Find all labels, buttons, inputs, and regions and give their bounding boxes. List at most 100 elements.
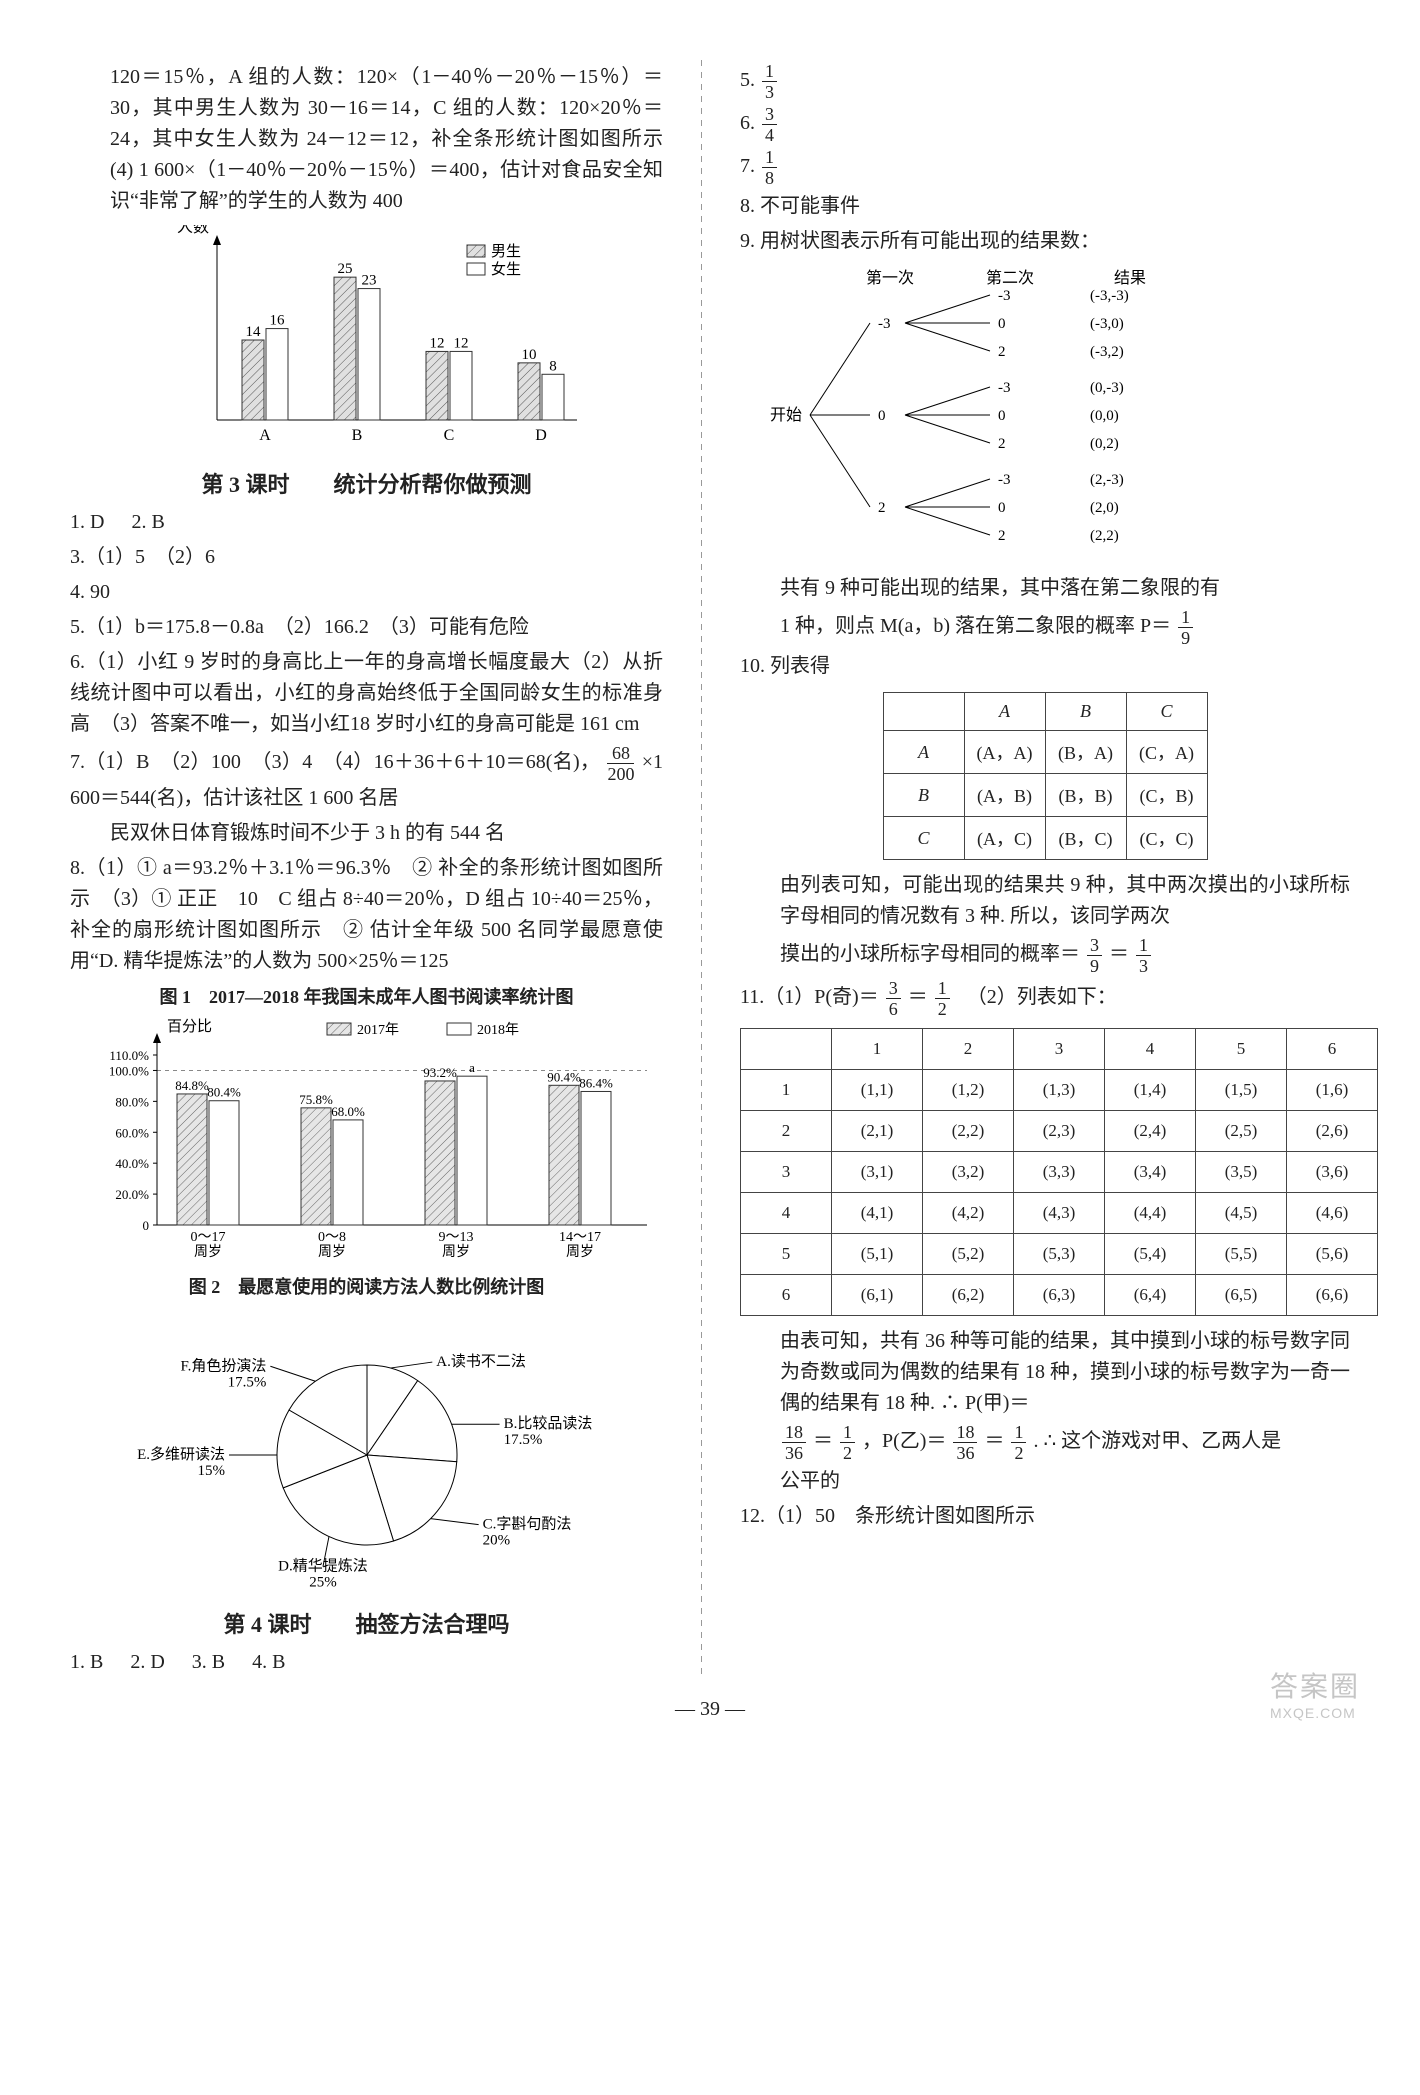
pie-svg: A.读书不二法B.比较品读法17.5%C.字斟句酌法20%D.精华提炼法25%E… (117, 1305, 617, 1595)
svg-text:40.0%: 40.0% (115, 1156, 149, 1171)
svg-text:20.0%: 20.0% (115, 1187, 149, 1202)
frac-1-2: 1 2 (933, 979, 952, 1018)
svg-text:(0,0): (0,0) (1090, 408, 1119, 424)
fig1-svg: 020.0%40.0%60.0%80.0%100.0%110.0%百分比年龄20… (87, 1015, 647, 1265)
svg-text:2: 2 (878, 500, 886, 516)
tree-diagram: 第一次第二次结果开始-3-3(-3,-3)0(-3,0)2(-3,2)0-3(0… (740, 265, 1350, 565)
svg-text:A: A (259, 427, 271, 444)
svg-text:2: 2 (998, 344, 1006, 360)
l3-4: 4. 90 (70, 577, 663, 608)
svg-text:(0,2): (0,2) (1090, 436, 1119, 452)
l4-3: 3. B (192, 1651, 225, 1673)
l3-8: 8.（1）① a＝93.2％＋3.1％＝96.3％ ② 补全的条形统计图如图所示… (70, 853, 663, 977)
r-5: 5. 1 3 (740, 62, 1350, 101)
l3-1: 1. D (70, 511, 104, 533)
r-11-tail-c: 公平的 (740, 1466, 1350, 1497)
svg-text:20%: 20% (482, 1533, 510, 1549)
frac-1-3b: 1 3 (1134, 936, 1153, 975)
svg-text:-3: -3 (998, 380, 1011, 396)
svg-text:12: 12 (429, 335, 444, 351)
bar-chart-svg: 人数类别1416A2523B1212C108D男生女生 (157, 225, 577, 455)
svg-text:80.0%: 80.0% (115, 1094, 149, 1109)
svg-text:第二次: 第二次 (986, 269, 1034, 287)
svg-text:0: 0 (998, 408, 1006, 424)
svg-text:110.0%: 110.0% (109, 1048, 149, 1063)
svg-text:23: 23 (361, 273, 376, 289)
svg-text:17.5%: 17.5% (227, 1374, 266, 1390)
pie-chart: A.读书不二法B.比较品读法17.5%C.字斟句酌法20%D.精华提炼法25%E… (70, 1305, 663, 1595)
frac-18-36-b: 18 36 (951, 1423, 979, 1462)
svg-text:75.8%: 75.8% (299, 1092, 333, 1107)
svg-text:17.5%: 17.5% (503, 1432, 542, 1448)
r-8: 8. 不可能事件 (740, 191, 1350, 222)
svg-text:0: 0 (998, 316, 1006, 332)
svg-text:0: 0 (878, 408, 886, 424)
svg-text:B: B (351, 427, 362, 444)
svg-text:周岁: 周岁 (566, 1244, 594, 1260)
svg-text:(-3,2): (-3,2) (1090, 344, 1124, 360)
fig1-chart: 020.0%40.0%60.0%80.0%100.0%110.0%百分比年龄20… (70, 1015, 663, 1265)
l3-row1: 1. D 2. B (70, 507, 663, 538)
svg-text:16: 16 (269, 313, 285, 329)
svg-text:(2,-3): (2,-3) (1090, 472, 1124, 488)
right-column: 5. 1 3 6. 3 4 7. 1 8 8. 不可能事件 (740, 60, 1350, 1680)
frac-1-2b: 1 2 (838, 1423, 857, 1462)
svg-text:2018年: 2018年 (477, 1022, 519, 1038)
svg-text:0～8: 0～8 (318, 1230, 346, 1245)
svg-text:C: C (443, 427, 454, 444)
r-11-tail-b: 18 36 ＝ 1 2 ，P(乙)＝ 18 36 ＝ 1 2 . ∴ (740, 1423, 1350, 1462)
svg-text:-3: -3 (998, 288, 1011, 304)
svg-text:8: 8 (549, 358, 557, 374)
frac-18-36-a: 18 36 (780, 1423, 808, 1462)
two-column-layout: 120＝15％，A 组的人数：120×（1－40％－20％－15％）＝30，其中… (70, 60, 1350, 1680)
svg-text:结果: 结果 (1114, 269, 1146, 287)
frac-1-9: 1 9 (1176, 608, 1195, 647)
l4-1: 1. B (70, 1651, 103, 1673)
svg-text:E.多维研读法: E.多维研读法 (137, 1446, 225, 1463)
svg-text:9～13: 9～13 (438, 1230, 473, 1245)
r-10-head: 10. 列表得 (740, 651, 1350, 682)
frac-1-8: 1 8 (760, 148, 779, 187)
svg-text:14: 14 (245, 324, 261, 340)
r-9-tail-b: 1 种，则点 M(a，b) 落在第二象限的概率 P＝ 1 9 (740, 608, 1350, 647)
frac-3-6: 3 6 (884, 979, 903, 1018)
svg-text:人数: 人数 (177, 225, 209, 236)
l3-3: 3.（1）5 （2）6 (70, 542, 663, 573)
l4-row: 1. B 2. D 3. B 4. B (70, 1647, 663, 1678)
l3-7-tail: 民双休日体育锻炼时间不少于 3 h 的有 544 名 (70, 818, 663, 849)
r-10-tail-b: 摸出的小球所标字母相同的概率＝ 3 9 ＝ 1 3 (740, 936, 1350, 975)
frac-68-200: 68 200 (605, 744, 636, 783)
r-6: 6. 3 4 (740, 105, 1350, 144)
fig2-caption: 图 2 最愿意使用的阅读方法人数比例统计图 (70, 1273, 663, 1299)
left-column: 120＝15％，A 组的人数：120×（1－40％－20％－15％）＝30，其中… (70, 60, 663, 1680)
svg-text:周岁: 周岁 (442, 1244, 470, 1260)
bar-chart-gender: 人数类别1416A2523B1212C108D男生女生 (70, 225, 663, 455)
lesson-3-title: 第 3 课时 统计分析帮你做预测 (70, 467, 663, 499)
svg-text:100.0%: 100.0% (108, 1063, 148, 1078)
svg-text:25: 25 (337, 261, 352, 277)
svg-text:2: 2 (998, 528, 1006, 544)
frac-3-4: 3 4 (760, 105, 779, 144)
svg-text:12: 12 (453, 335, 468, 351)
r-7: 7. 1 8 (740, 148, 1350, 187)
l3-7-pre: 7.（1）B （2）100 （3）4 （4）16＋36＋6＋10＝68(名)， (70, 751, 600, 773)
svg-text:15%: 15% (197, 1463, 225, 1479)
svg-text:男生: 男生 (491, 243, 521, 260)
svg-text:(-3,-3): (-3,-3) (1090, 288, 1129, 304)
page: 120＝15％，A 组的人数：120×（1－40％－20％－15％）＝30，其中… (0, 0, 1420, 1761)
svg-text:女生: 女生 (491, 260, 521, 278)
table-3x3: ABCA(A，A)(B，A)(C，A)B(A，B)(B，B)(C，B)C(A，C… (883, 692, 1208, 860)
svg-text:(-3,0): (-3,0) (1090, 316, 1124, 332)
svg-text:68.0%: 68.0% (331, 1104, 365, 1119)
svg-text:(2,2): (2,2) (1090, 528, 1119, 544)
svg-text:D.精华提炼法: D.精华提炼法 (278, 1558, 368, 1575)
svg-text:-3: -3 (878, 316, 891, 332)
l3-7: 7.（1）B （2）100 （3）4 （4）16＋36＋6＋10＝68(名)， … (70, 744, 663, 814)
r-11-tail-a: 由表可知，共有 36 种等可能的结果，其中摸到小球的标号数字同为奇数或同为偶数的… (740, 1326, 1350, 1419)
svg-text:0: 0 (998, 500, 1006, 516)
svg-text:(0,-3): (0,-3) (1090, 380, 1124, 396)
r-9-head: 9. 用树状图表示所有可能出现的结果数： (740, 226, 1350, 257)
lesson-4-title: 第 4 课时 抽签方法合理吗 (70, 1607, 663, 1639)
svg-text:C.字斟句酌法: C.字斟句酌法 (482, 1516, 571, 1533)
fig1-caption: 图 1 2017—2018 年我国未成年人图书阅读率统计图 (70, 983, 663, 1009)
